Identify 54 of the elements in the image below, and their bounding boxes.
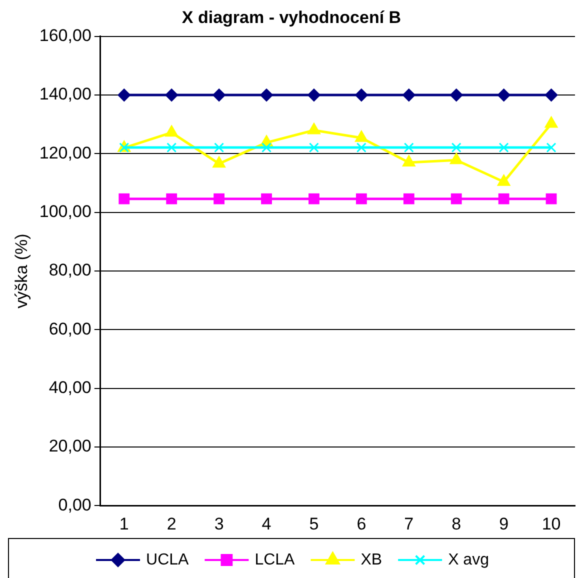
x-tick-label: 2 [166, 514, 176, 534]
x-tick-label: 6 [356, 514, 366, 534]
point [402, 88, 416, 102]
y-tick-label: 120,00 [39, 143, 92, 162]
x-tick-label: 10 [542, 514, 561, 534]
point [403, 193, 414, 204]
legend-label: X avg [448, 551, 489, 568]
point [212, 88, 226, 102]
y-tick-label: 0,00 [58, 495, 92, 514]
point [356, 142, 366, 153]
y-tick-label: 100,00 [39, 202, 92, 222]
point [354, 88, 368, 102]
point [497, 88, 510, 102]
y-tick-label: 40,00 [48, 378, 92, 397]
point [260, 88, 274, 102]
point [546, 193, 557, 204]
y-tick-label: 20,00 [48, 436, 92, 456]
point [118, 193, 130, 204]
point [450, 88, 463, 102]
point [165, 88, 178, 102]
x-tick-label: 1 [119, 514, 129, 534]
point [214, 142, 224, 153]
point [118, 88, 131, 102]
x-tick-label: 9 [499, 514, 509, 534]
x-tick-label: 7 [404, 514, 414, 534]
point [166, 142, 177, 153]
point [261, 193, 272, 204]
point [546, 142, 556, 153]
x-tick-label: 4 [262, 514, 272, 534]
x-tick-label: 8 [452, 514, 462, 534]
y-tick-label: 60,00 [48, 319, 92, 338]
point [544, 88, 558, 102]
point [404, 142, 414, 153]
y-tick-label: 160,00 [39, 26, 92, 46]
point [308, 142, 319, 153]
x-tick-label: 3 [214, 514, 224, 534]
legend-label: UCLA [146, 551, 190, 568]
point [498, 142, 509, 153]
point [308, 193, 320, 204]
legend-label: LCLA [254, 551, 296, 568]
point [214, 193, 224, 204]
chart-title: X diagram - vyhodnocení B [182, 8, 402, 27]
point [451, 142, 462, 153]
legend-label: XB [360, 551, 382, 568]
y-tick-label: 80,00 [48, 260, 92, 280]
x-tick-label: 5 [309, 514, 319, 534]
point [307, 88, 320, 102]
point [450, 193, 462, 204]
y-axis-title: výška (%) [12, 234, 31, 308]
point [166, 193, 178, 204]
point [498, 193, 510, 204]
point [356, 193, 367, 204]
point [262, 142, 272, 153]
y-tick-label: 140,00 [39, 84, 92, 104]
